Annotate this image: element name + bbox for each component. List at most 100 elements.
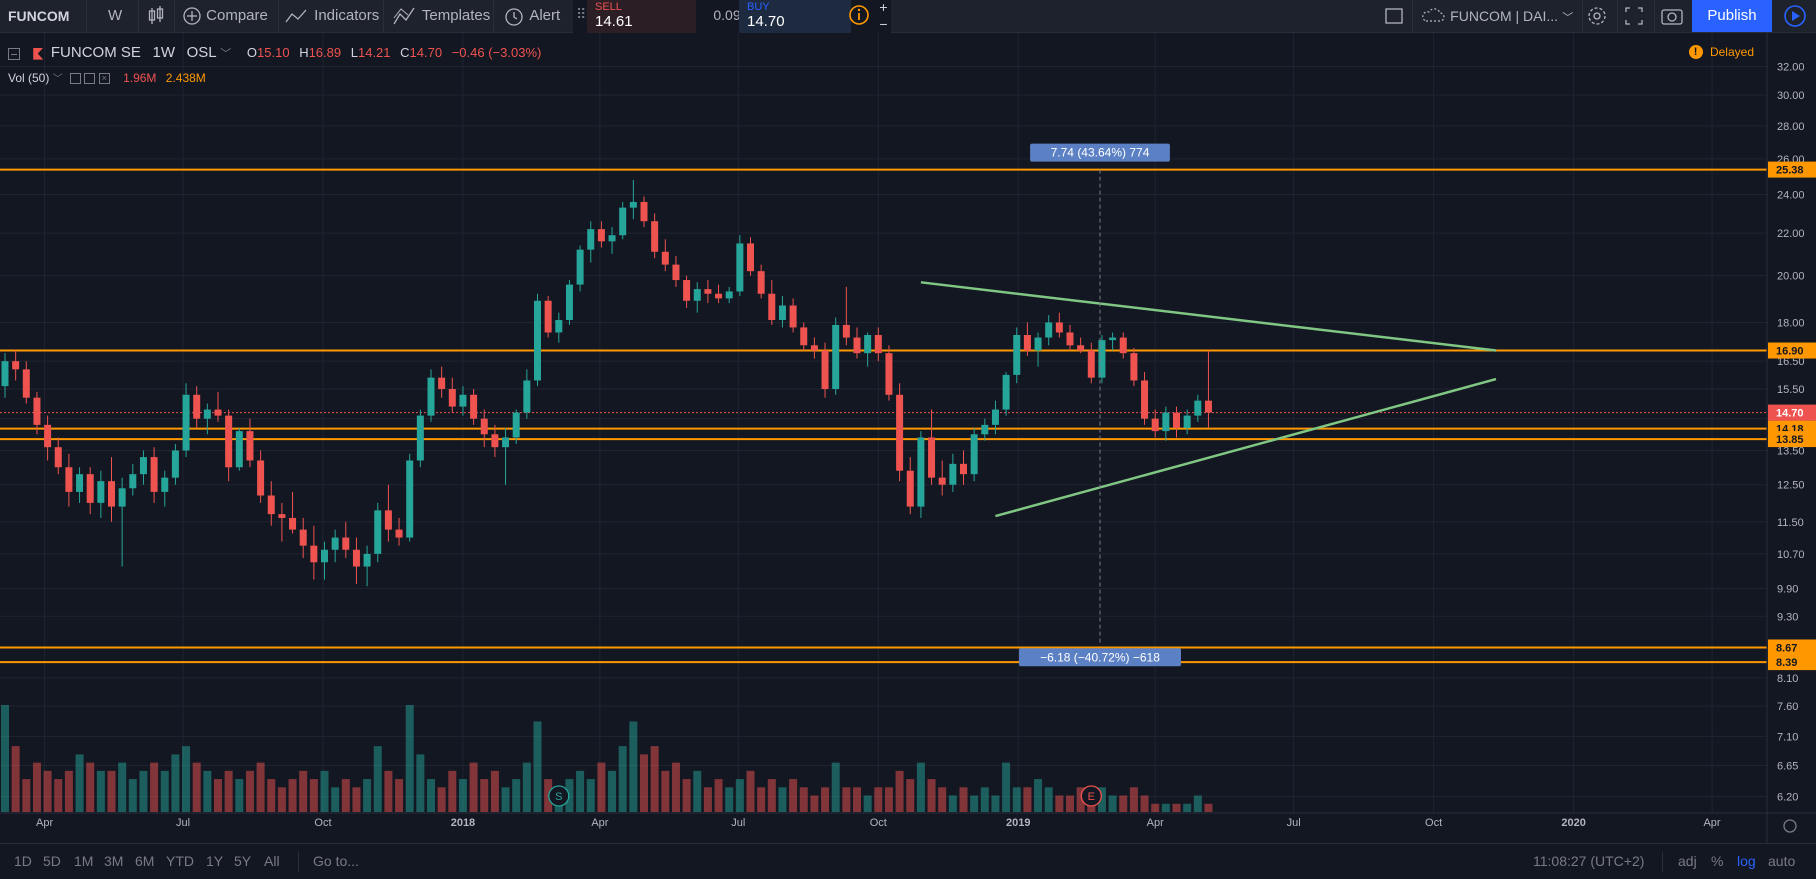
candle-body: [1034, 337, 1042, 351]
last-price-tag: [1768, 404, 1816, 421]
candle-body: [1098, 340, 1106, 378]
minus-icon[interactable]: −: [879, 16, 888, 32]
chevron-down-icon[interactable]: ﹀: [52, 74, 63, 85]
ohlc-open: 15.10: [257, 45, 290, 60]
volume-bar: [608, 770, 617, 812]
volume-bar: [64, 770, 73, 812]
info-button[interactable]: [843, 0, 875, 33]
range-6m[interactable]: 6M: [135, 853, 155, 869]
candle-body: [129, 474, 137, 489]
candle-body: [1204, 400, 1212, 413]
volume-bar: [277, 787, 286, 812]
chevron-down-icon[interactable]: ﹀: [220, 48, 232, 60]
candle-body: [1141, 380, 1149, 419]
volume-bar: [288, 779, 297, 812]
volume-bar: [725, 787, 734, 812]
level-price-tag: [1768, 654, 1816, 671]
volume-bar: [118, 762, 127, 812]
candle-body: [1109, 337, 1117, 341]
range-5d[interactable]: 5D: [43, 853, 61, 869]
volume-bar: [597, 762, 606, 812]
sell-button[interactable]: SELL 14.61: [587, 0, 696, 33]
candle-body: [470, 394, 478, 419]
volume-bar: [1129, 787, 1138, 812]
adj-toggle[interactable]: adj: [1678, 853, 1697, 869]
candle-body: [885, 353, 893, 395]
indicators-button[interactable]: Indicators: [284, 0, 379, 32]
alert-button[interactable]: Alert: [502, 0, 560, 32]
volume-bar: [416, 754, 425, 812]
volume-bar: [650, 746, 659, 812]
auto-toggle[interactable]: auto: [1768, 853, 1796, 869]
volume-bar: [182, 746, 191, 812]
toolbar-divider: [493, 0, 494, 32]
fullscreen-square-icon[interactable]: [1383, 0, 1405, 32]
candles-icon[interactable]: [147, 0, 167, 32]
eye-icon[interactable]: [70, 73, 82, 85]
level-price-tag: [1768, 639, 1816, 656]
range-5y[interactable]: 5Y: [234, 853, 252, 869]
candle-body: [97, 481, 105, 503]
fullscreen-icon[interactable]: [1622, 0, 1646, 32]
delayed-label: Delayed: [1709, 44, 1754, 59]
buy-button[interactable]: BUY 14.70: [739, 0, 851, 33]
price-tick-label: 7.10: [1777, 731, 1798, 743]
candle-body: [289, 517, 297, 530]
candle-body: [874, 335, 882, 354]
volume-bar: [884, 787, 893, 812]
volume-bar: [576, 770, 585, 812]
volume-bar: [746, 770, 755, 812]
warning-icon: !: [1688, 44, 1703, 59]
interval-button[interactable]: W: [108, 7, 123, 24]
publish-button[interactable]: Publish: [1692, 0, 1772, 32]
percent-toggle[interactable]: %: [1711, 853, 1724, 869]
range-1d[interactable]: 1D: [14, 853, 32, 869]
candle-body: [310, 545, 318, 563]
range-all[interactable]: All: [264, 853, 280, 869]
delayed-badge[interactable]: ! Delayed: [1688, 44, 1754, 59]
candle-body: [938, 477, 946, 485]
range-1y[interactable]: 1Y: [206, 853, 224, 869]
volume-bar: [831, 762, 840, 812]
goto-button[interactable]: Go to...: [313, 853, 359, 869]
volume-bar: [821, 787, 830, 812]
event-marker: [1080, 785, 1102, 807]
candle-body: [1023, 335, 1031, 351]
templates-button[interactable]: Templates: [392, 0, 490, 32]
gear-icon[interactable]: [84, 73, 96, 85]
candle-body: [44, 424, 52, 448]
measure-up-label: 7.74 (43.64%) 774: [1051, 146, 1150, 160]
camera-icon[interactable]: [1659, 0, 1685, 32]
volume-bar: [54, 779, 63, 812]
event-marker-label: E: [1088, 791, 1095, 803]
candle-body: [1055, 322, 1063, 333]
candle-body: [555, 320, 563, 333]
range-1m[interactable]: 1M: [74, 853, 94, 869]
range-ytd[interactable]: YTD: [166, 853, 194, 869]
candle-body: [299, 529, 307, 546]
candle-body: [76, 474, 84, 492]
drag-handle-icon[interactable]: ⠿: [576, 6, 587, 22]
candle-body: [65, 467, 73, 492]
candle-body: [86, 474, 94, 503]
plus-icon[interactable]: +: [879, 0, 888, 15]
volume-label[interactable]: Vol (50): [8, 71, 50, 85]
compare-button[interactable]: Compare: [182, 0, 268, 32]
close-icon[interactable]: ×: [98, 73, 110, 85]
replay-button[interactable]: [1775, 0, 1816, 32]
log-toggle[interactable]: log: [1737, 853, 1756, 869]
symbol-search[interactable]: FUNCOM: [8, 8, 70, 24]
gear-icon[interactable]: [1585, 0, 1609, 32]
plus-circle-icon: [183, 7, 201, 25]
price-tick-label: 7.60: [1777, 701, 1798, 713]
range-3m[interactable]: 3M: [104, 853, 124, 869]
clock-time[interactable]: 11:08:27 (UTC+2): [1533, 853, 1645, 869]
level-price-label: 25.38: [1776, 165, 1804, 177]
candle-body: [150, 457, 158, 492]
legend-title[interactable]: FUNCOM SE: [50, 44, 141, 61]
ohlc-low-label: L: [350, 45, 358, 60]
collapse-icon[interactable]: [8, 47, 20, 60]
layout-selector[interactable]: FUNCOM | DAI... ﹀: [1420, 0, 1573, 32]
